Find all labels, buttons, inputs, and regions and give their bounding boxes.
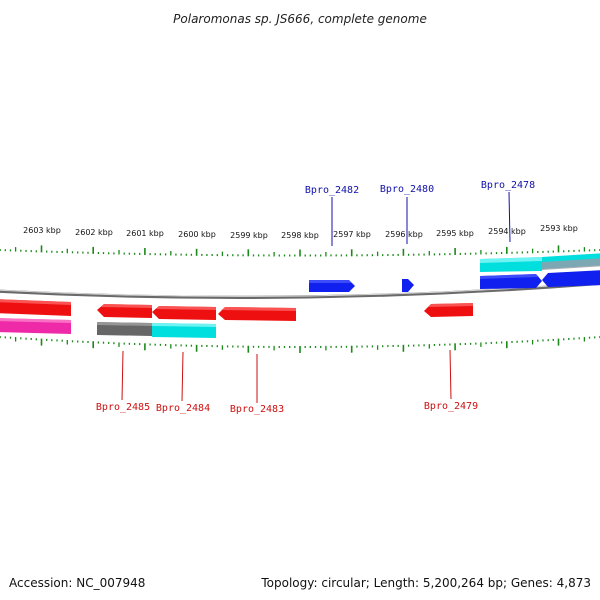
- scale-label-2594: 2594 kbp: [488, 227, 526, 236]
- scale-label-2599: 2599 kbp: [230, 231, 268, 240]
- gene-next-arrow[interactable]: [542, 270, 600, 287]
- leader-line-bpro-2485: [121, 350, 124, 401]
- leader-line-bpro-2479: [449, 349, 452, 400]
- accession-text: Accession: NC_007948: [9, 576, 145, 590]
- gene-label-bpro-2478[interactable]: Bpro_2478: [481, 180, 535, 191]
- reverse-gene-labels: Bpro_2485 Bpro_2484 Bpro_2483 Bpro_2479: [96, 349, 478, 415]
- gene-label-bpro-2480[interactable]: Bpro_2480: [380, 184, 434, 195]
- scale-label-2597: 2597 kbp: [333, 230, 371, 239]
- scale-label-2596: 2596 kbp: [385, 230, 423, 239]
- gene-label-bpro-2483[interactable]: Bpro_2483: [230, 404, 284, 415]
- scale-label-2595: 2595 kbp: [436, 229, 474, 238]
- scale-labels: 2603 kbp 2602 kbp 2601 kbp 2600 kbp 2599…: [23, 224, 578, 240]
- scale-label-2593: 2593 kbp: [540, 224, 578, 233]
- leader-line-bpro-2484: [181, 351, 184, 402]
- topology-summary: Topology: circular; Length: 5,200,264 bp…: [260, 576, 591, 590]
- gene-label-bpro-2482[interactable]: Bpro_2482: [305, 185, 359, 196]
- upper-tick-ring: [0, 245, 600, 257]
- lower-tick-ring: [0, 336, 600, 353]
- scale-label-2601: 2601 kbp: [126, 229, 164, 238]
- scale-label-2600: 2600 kbp: [178, 230, 216, 239]
- gene-label-bpro-2485[interactable]: Bpro_2485: [96, 402, 150, 413]
- gene-label-bpro-2479[interactable]: Bpro_2479: [424, 401, 478, 412]
- forward-strand-features: [309, 253, 600, 292]
- gene-bpro-2480-arrow[interactable]: [402, 279, 414, 292]
- scale-label-2602: 2602 kbp: [75, 228, 113, 237]
- scale-label-2603: 2603 kbp: [23, 226, 61, 235]
- map-title: Polaromonas sp. JS666, complete genome: [173, 12, 427, 26]
- reverse-strand-features: [0, 299, 473, 338]
- forward-gene-labels: Bpro_2482 Bpro_2480 Bpro_2478: [305, 180, 535, 246]
- leader-line-bpro-2478: [508, 191, 511, 243]
- gene-label-bpro-2484[interactable]: Bpro_2484: [156, 403, 210, 414]
- scale-label-2598: 2598 kbp: [281, 231, 319, 240]
